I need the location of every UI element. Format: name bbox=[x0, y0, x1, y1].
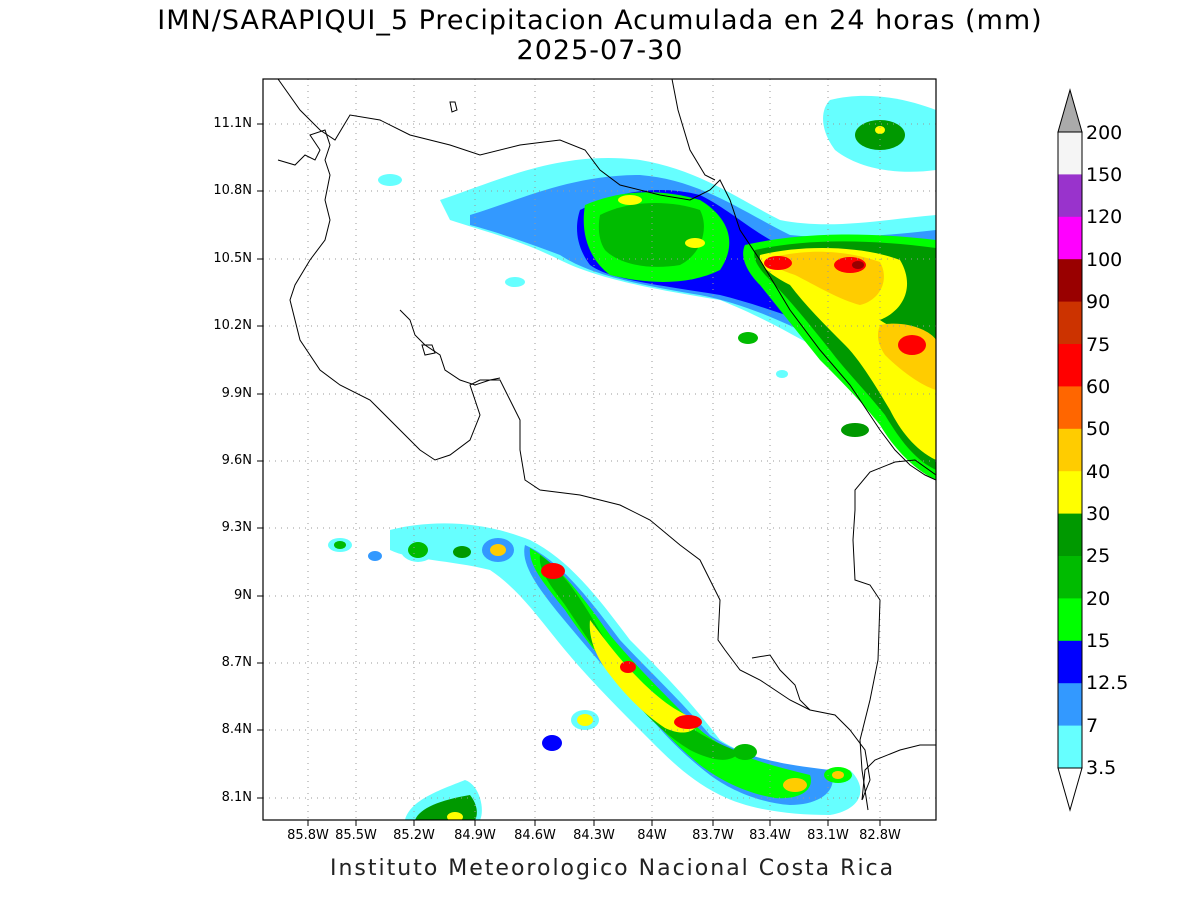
precip-cell-w5c bbox=[490, 544, 506, 556]
precip-red-south-4 bbox=[783, 778, 807, 792]
colorbar-label: 7 bbox=[1086, 715, 1099, 737]
colorbar-segment bbox=[1058, 471, 1082, 515]
lon-label: 84W bbox=[637, 828, 667, 843]
precip-cell-s3 bbox=[733, 744, 757, 760]
precip-dgreen-north bbox=[598, 203, 704, 267]
colorbar-segment bbox=[1058, 556, 1082, 599]
map-title: IMN/SARAPIQUI_5 Precipitacion Acumulada … bbox=[157, 5, 1043, 36]
lat-label: 8.4N bbox=[221, 722, 252, 737]
colorbar-label: 12.5 bbox=[1086, 672, 1129, 694]
colorbar-label: 25 bbox=[1086, 545, 1111, 567]
lat-label: 8.1N bbox=[221, 790, 252, 805]
precip-cell-s4c bbox=[832, 771, 844, 779]
precip-darkred-core bbox=[852, 261, 864, 269]
colorbar-over-triangle bbox=[1057, 88, 1083, 133]
precip-cell-sw-y bbox=[447, 812, 463, 820]
colorbar-segment bbox=[1058, 301, 1082, 345]
lat-label: 9.9N bbox=[221, 386, 252, 401]
precip-yellow-east bbox=[759, 248, 936, 460]
colorbar-label: 30 bbox=[1086, 503, 1111, 525]
lon-label: 85.5W bbox=[335, 828, 377, 843]
colorbar-label: 75 bbox=[1086, 334, 1111, 356]
precip-yellow-core-n bbox=[618, 195, 642, 205]
lon-label: 84.6W bbox=[514, 828, 556, 843]
colorbar-segment bbox=[1058, 259, 1082, 303]
colorbar-label: 15 bbox=[1086, 630, 1111, 652]
colorbar-segment bbox=[1058, 132, 1082, 175]
map-frame bbox=[262, 78, 937, 821]
axis-ticks bbox=[257, 123, 881, 826]
colorbar-label: 100 bbox=[1086, 249, 1123, 271]
precip-ne-yellow bbox=[875, 126, 885, 134]
precip-ne-green bbox=[855, 120, 905, 150]
colorbar-segment bbox=[1058, 640, 1082, 684]
precip-cell-misc1 bbox=[378, 174, 402, 186]
lat-label: 9N bbox=[234, 588, 252, 603]
colorbar-segment bbox=[1058, 216, 1082, 260]
lon-label: 85.2W bbox=[393, 828, 435, 843]
lat-label: 9.3N bbox=[221, 520, 252, 535]
lat-label: 10.5N bbox=[213, 251, 252, 266]
colorbar-label: 60 bbox=[1086, 376, 1111, 398]
lon-label: 85.8W bbox=[287, 828, 329, 843]
precip-red-core-1 bbox=[764, 256, 792, 270]
colorbar-segment bbox=[1058, 598, 1082, 642]
colorbar-under-triangle bbox=[1057, 767, 1083, 812]
colorbar-label: 200 bbox=[1086, 122, 1123, 144]
colorbar-label: 3.5 bbox=[1086, 757, 1117, 779]
colorbar-label: 120 bbox=[1086, 206, 1123, 228]
colorbar-label: 150 bbox=[1086, 164, 1123, 186]
lon-label: 82.8W bbox=[859, 828, 901, 843]
colorbar-segment bbox=[1058, 513, 1082, 557]
lat-label: 10.2N bbox=[213, 318, 252, 333]
map-date: 2025-07-30 bbox=[516, 35, 684, 66]
lon-label: 84.9W bbox=[454, 828, 496, 843]
grid-lines bbox=[263, 79, 936, 820]
precip-yellow-core-n2 bbox=[685, 238, 705, 248]
colorbar-segment bbox=[1058, 344, 1082, 387]
precip-cell-w1c bbox=[334, 541, 346, 549]
precip-cell-w3c bbox=[408, 542, 428, 558]
lon-label: 84.3W bbox=[573, 828, 615, 843]
precipitation-field bbox=[328, 95, 936, 820]
precip-cell-misc3 bbox=[738, 332, 758, 344]
precip-cell-misc4 bbox=[841, 423, 869, 437]
lat-label: 11.1N bbox=[213, 116, 252, 131]
precip-red-south-3 bbox=[674, 715, 702, 729]
colorbar-label: 50 bbox=[1086, 418, 1111, 440]
lon-label: 83.7W bbox=[692, 828, 734, 843]
precip-cell-sw-c bbox=[415, 795, 477, 820]
colorbar-segment bbox=[1058, 725, 1082, 769]
precip-red-south-2 bbox=[620, 661, 636, 673]
precip-red-core-3 bbox=[898, 335, 926, 355]
lat-label: 10.8N bbox=[213, 183, 252, 198]
colorbar-label: 20 bbox=[1086, 588, 1111, 610]
colorbar-segment bbox=[1058, 428, 1082, 472]
precip-cell-misc2 bbox=[505, 277, 525, 287]
lat-label: 8.7N bbox=[221, 655, 252, 670]
precip-cell-s2 bbox=[542, 735, 562, 751]
colorbar-segment bbox=[1058, 683, 1082, 727]
colorbar-label: 40 bbox=[1086, 461, 1111, 483]
lat-label: 9.6N bbox=[221, 453, 252, 468]
lon-label: 83.4W bbox=[749, 828, 791, 843]
colorbar-segment bbox=[1058, 174, 1082, 218]
precip-red-south-1 bbox=[541, 563, 565, 579]
footer-credit: Instituto Meteorologico Nacional Costa R… bbox=[330, 856, 896, 881]
precip-cell-misc5 bbox=[776, 370, 788, 378]
lon-label: 83.1W bbox=[807, 828, 849, 843]
precip-cell-w2 bbox=[368, 551, 382, 561]
coastlines bbox=[277, 79, 936, 811]
precip-cell-w4c bbox=[453, 546, 471, 558]
precip-cell-s1c bbox=[577, 714, 593, 726]
colorbar-segment bbox=[1058, 386, 1082, 430]
colorbar bbox=[1057, 88, 1083, 812]
colorbar-label: 90 bbox=[1086, 291, 1111, 313]
